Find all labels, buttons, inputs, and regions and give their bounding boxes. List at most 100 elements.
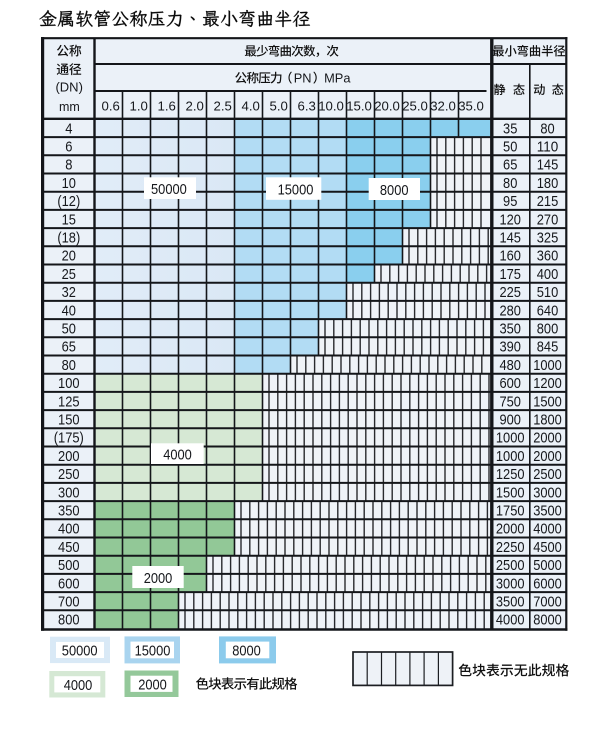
svg-text:50: 50 <box>503 140 517 156</box>
svg-text:400: 400 <box>58 522 80 538</box>
svg-text:800: 800 <box>58 613 80 629</box>
svg-text:1.0: 1.0 <box>130 99 148 114</box>
svg-text:PN: PN <box>294 70 312 85</box>
svg-text:15.0: 15.0 <box>346 99 372 114</box>
svg-text:110: 110 <box>537 140 559 156</box>
svg-text:250: 250 <box>58 467 80 483</box>
svg-text:(12): (12) <box>57 194 80 210</box>
svg-text:6000: 6000 <box>533 576 562 592</box>
svg-text:125: 125 <box>58 394 80 410</box>
svg-text:2500: 2500 <box>533 467 562 483</box>
svg-text:4000: 4000 <box>163 448 192 464</box>
svg-text:450: 450 <box>58 540 80 556</box>
svg-text:50000: 50000 <box>62 644 98 660</box>
svg-text:600: 600 <box>58 576 80 592</box>
svg-text:2500: 2500 <box>496 558 525 574</box>
svg-text:6.3: 6.3 <box>298 99 316 114</box>
svg-text:2.0: 2.0 <box>186 99 204 114</box>
svg-text:360: 360 <box>537 249 559 265</box>
svg-text:8000: 8000 <box>232 644 261 660</box>
svg-text:120: 120 <box>499 212 521 228</box>
svg-text:4500: 4500 <box>533 540 562 556</box>
svg-text:400: 400 <box>537 267 559 283</box>
svg-text:32.0: 32.0 <box>430 99 456 114</box>
svg-text:200: 200 <box>58 449 80 465</box>
svg-text:180: 180 <box>537 176 559 192</box>
svg-text:1500: 1500 <box>533 394 562 410</box>
svg-text:1000: 1000 <box>496 449 525 465</box>
svg-text:MPa: MPa <box>324 70 351 85</box>
svg-text:1200: 1200 <box>533 376 562 392</box>
svg-text:160: 160 <box>499 249 521 265</box>
svg-text:145: 145 <box>499 231 521 247</box>
svg-text:4000: 4000 <box>64 678 93 694</box>
svg-text:700: 700 <box>58 595 80 611</box>
svg-text:25.0: 25.0 <box>402 99 428 114</box>
svg-text:80: 80 <box>540 121 554 137</box>
svg-text:10: 10 <box>62 176 76 192</box>
svg-text:8000: 8000 <box>533 613 562 629</box>
svg-text:35: 35 <box>503 121 517 137</box>
svg-text:65: 65 <box>62 340 76 356</box>
svg-text:900: 900 <box>499 413 521 429</box>
svg-text:2000: 2000 <box>496 522 525 538</box>
svg-text:2000: 2000 <box>138 677 167 693</box>
svg-text:3000: 3000 <box>533 485 562 501</box>
svg-text:800: 800 <box>537 322 559 338</box>
svg-text:25: 25 <box>62 267 76 283</box>
svg-text:(175): (175) <box>54 431 84 447</box>
svg-text:20.0: 20.0 <box>374 99 400 114</box>
svg-text:2.5: 2.5 <box>214 99 232 114</box>
svg-text:640: 640 <box>537 303 559 319</box>
svg-text:1750: 1750 <box>496 504 525 520</box>
svg-text:2000: 2000 <box>533 431 562 447</box>
svg-text:225: 225 <box>499 285 521 301</box>
svg-text:480: 480 <box>499 358 521 374</box>
svg-text:(DN): (DN) <box>55 80 82 95</box>
svg-text:0.6: 0.6 <box>102 99 120 114</box>
svg-text:175: 175 <box>499 267 521 283</box>
svg-text:390: 390 <box>499 340 521 356</box>
svg-text:600: 600 <box>499 376 521 392</box>
svg-text:1250: 1250 <box>496 467 525 483</box>
svg-text:2250: 2250 <box>496 540 525 556</box>
svg-text:mm: mm <box>59 100 80 114</box>
svg-text:1000: 1000 <box>496 431 525 447</box>
svg-text:145: 145 <box>537 158 559 174</box>
svg-text:5000: 5000 <box>533 558 562 574</box>
svg-text:1000: 1000 <box>533 358 562 374</box>
svg-text:8000: 8000 <box>380 183 409 199</box>
svg-text:80: 80 <box>62 358 76 374</box>
svg-text:350: 350 <box>499 322 521 338</box>
svg-text:325: 325 <box>537 231 559 247</box>
svg-text:2000: 2000 <box>533 449 562 465</box>
svg-text:3000: 3000 <box>496 576 525 592</box>
svg-text:150: 150 <box>58 413 80 429</box>
svg-text:300: 300 <box>58 485 80 501</box>
svg-text:3500: 3500 <box>496 595 525 611</box>
svg-text:5.0: 5.0 <box>270 99 288 114</box>
svg-text:100: 100 <box>58 376 80 392</box>
svg-text:845: 845 <box>537 340 559 356</box>
svg-text:270: 270 <box>537 212 559 228</box>
svg-text:50: 50 <box>62 322 76 338</box>
svg-text:20: 20 <box>62 249 76 265</box>
svg-text:1800: 1800 <box>533 413 562 429</box>
svg-text:95: 95 <box>503 194 517 210</box>
svg-text:1.6: 1.6 <box>158 99 176 114</box>
svg-text:15: 15 <box>62 212 76 228</box>
svg-text:35.0: 35.0 <box>458 99 484 114</box>
svg-text:4.0: 4.0 <box>242 99 260 114</box>
svg-text:40: 40 <box>62 303 76 319</box>
svg-text:8: 8 <box>65 158 72 174</box>
svg-text:280: 280 <box>499 303 521 319</box>
svg-text:15000: 15000 <box>135 644 171 660</box>
svg-text:215: 215 <box>537 194 559 210</box>
svg-text:350: 350 <box>58 504 80 520</box>
svg-text:4000: 4000 <box>533 522 562 538</box>
svg-text:500: 500 <box>58 558 80 574</box>
svg-text:1500: 1500 <box>496 485 525 501</box>
svg-text:7000: 7000 <box>533 595 562 611</box>
svg-text:65: 65 <box>503 158 517 174</box>
svg-text:15000: 15000 <box>278 182 314 198</box>
